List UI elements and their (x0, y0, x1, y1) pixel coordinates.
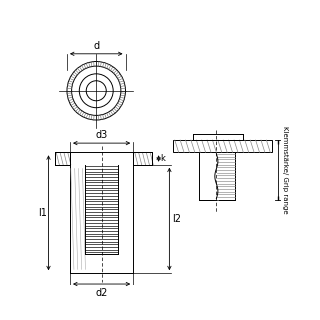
Text: l1: l1 (38, 208, 47, 218)
Text: d2: d2 (95, 288, 108, 298)
Text: Klemmstärke/ Grip range: Klemmstärke/ Grip range (282, 126, 288, 214)
Bar (199, 152, 235, 200)
Text: d: d (93, 41, 99, 51)
Text: d3: d3 (95, 130, 108, 140)
Text: k: k (160, 154, 165, 163)
Polygon shape (55, 152, 70, 165)
Bar (173, 140, 272, 152)
Polygon shape (133, 152, 152, 165)
Text: l2: l2 (172, 214, 181, 224)
